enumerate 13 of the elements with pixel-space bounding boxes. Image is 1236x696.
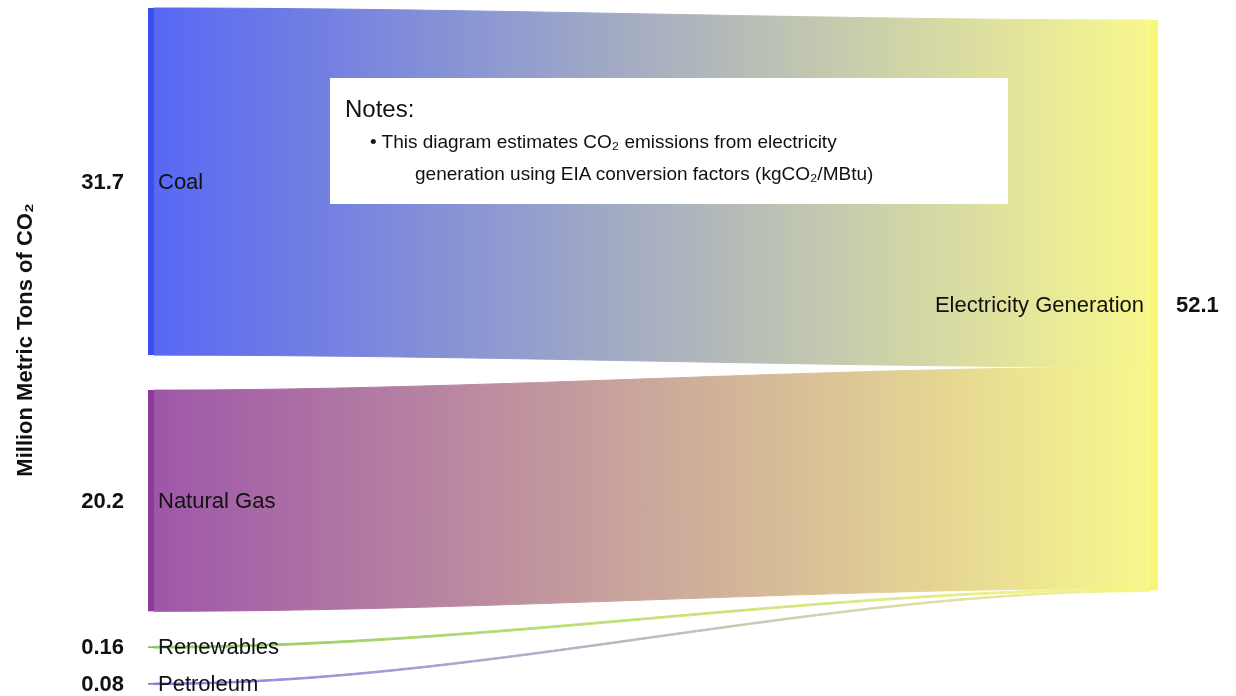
data-label: 20.2 [81,487,124,513]
text: • This diagram estimates CO₂ emissions from electricity [370,131,838,152]
data-label: 52.1 [1176,292,1219,318]
text: Notes: [345,95,415,122]
data-label: 0.08 [81,670,124,696]
category-label: Natural Gas [158,487,276,513]
text: Million Metric Tons of CO₂ [12,203,37,477]
category-label: Coal [158,168,204,194]
data-label: 0.16 [81,634,124,660]
text: generation using EIA conversion factors (kgCO₂/MBtu) [415,163,874,184]
data-label: 31.7 [81,168,124,194]
category-label: Electricity Generation [934,292,1144,318]
category-label: Petroleum [158,670,259,696]
